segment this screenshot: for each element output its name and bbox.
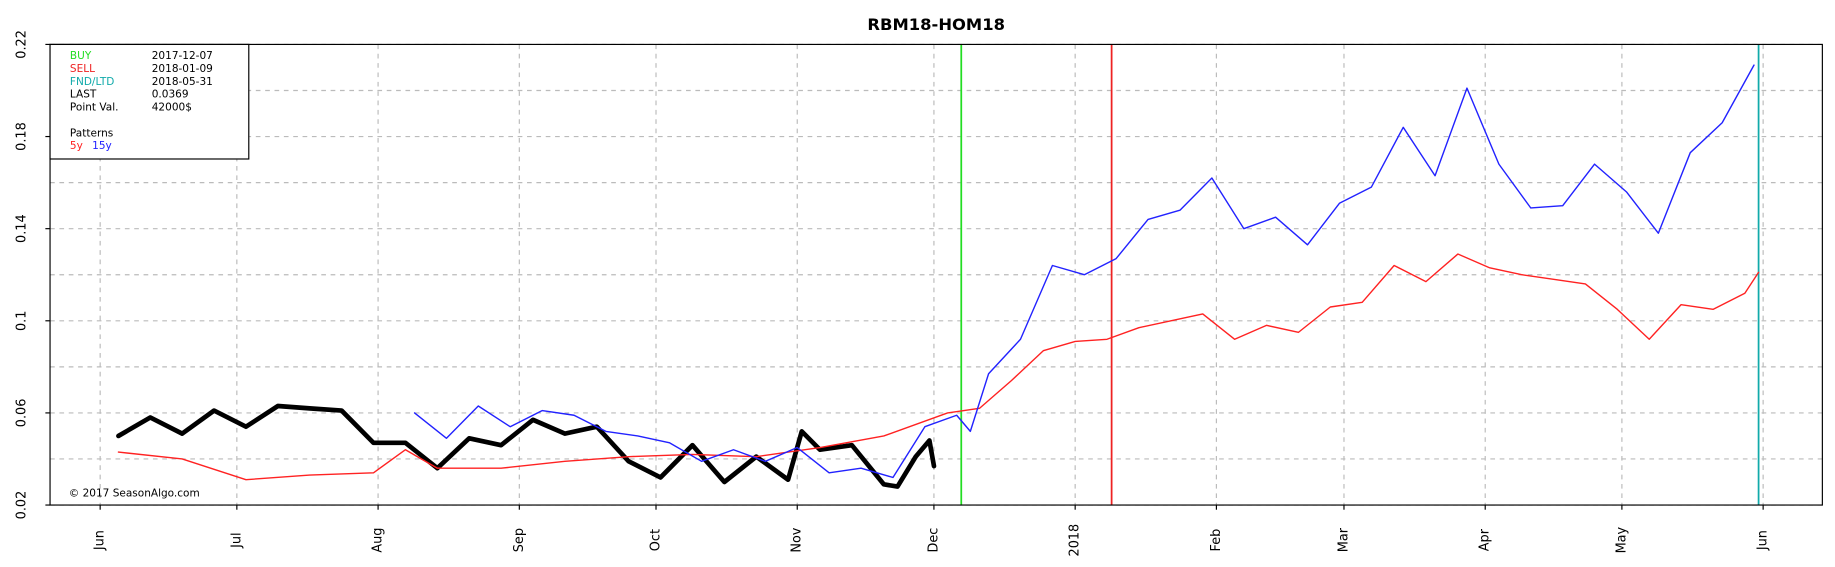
patterns-label: Patterns xyxy=(70,127,113,139)
y-tick-label: 0.18 xyxy=(14,122,29,151)
legend-value: 2017-12-07 xyxy=(152,50,213,62)
y-tick-label: 0.06 xyxy=(14,399,29,428)
legend-box xyxy=(49,43,250,160)
y-tick-label: 0.14 xyxy=(14,214,29,243)
x-tick-label: Aug xyxy=(371,528,386,553)
x-tick-label: Mar xyxy=(1336,527,1351,552)
y-tick-label: 0.02 xyxy=(14,491,29,520)
legend-value: 2018-05-31 xyxy=(152,76,213,88)
x-tick-label: Feb xyxy=(1209,529,1224,552)
legend-label: LAST xyxy=(70,89,97,101)
legend-entry: 5y xyxy=(70,140,83,152)
x-tick-label: Apr xyxy=(1478,528,1493,551)
y-tick-label: 0.22 xyxy=(14,30,29,59)
legend-label: BUY xyxy=(70,50,92,62)
x-tick-label: Oct xyxy=(649,529,664,551)
series-line xyxy=(116,403,937,489)
x-tick-label: Jun xyxy=(1756,530,1771,551)
legend-label: FND/LTD xyxy=(70,76,115,88)
copyright: © 2017 SeasonAlgo.com xyxy=(69,487,200,499)
x-tick-label: Nov xyxy=(790,527,805,552)
x-tick-label: Dec xyxy=(926,528,941,553)
y-tick-label: 0.1 xyxy=(14,311,29,331)
legend-entry: 15y xyxy=(92,140,112,152)
x-tick-label: 2018 xyxy=(1068,524,1083,557)
x-tick-label: May xyxy=(1614,526,1629,553)
legend-value: 0.0369 xyxy=(152,89,189,101)
legend-value: 42000$ xyxy=(152,102,192,114)
legend-value: 2018-01-09 xyxy=(152,63,213,75)
plot-frame xyxy=(49,43,1823,506)
x-tick-label: Jun xyxy=(93,530,108,551)
legend-label: Point Val. xyxy=(70,102,119,114)
chart-title: RBM18-HOM18 xyxy=(867,15,1005,34)
series-line xyxy=(117,253,1760,481)
x-tick-label: Jul xyxy=(229,532,244,549)
series-line xyxy=(413,64,1755,479)
x-tick-label: Sep xyxy=(512,528,527,552)
legend-label: SELL xyxy=(70,63,95,75)
